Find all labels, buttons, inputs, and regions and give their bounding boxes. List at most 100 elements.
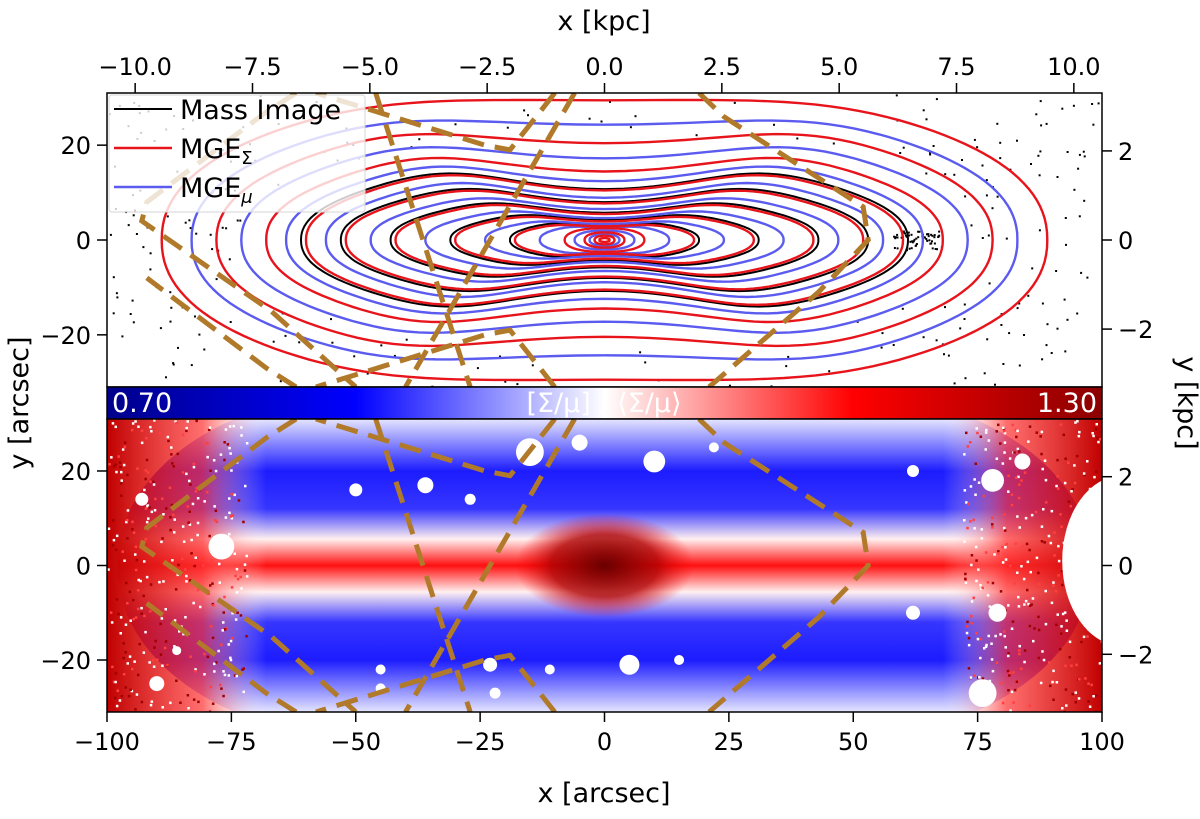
noise-speck: [215, 278, 218, 281]
heatmap-speck: [142, 651, 146, 654]
noise-speck: [986, 338, 989, 341]
heatmap-speck: [203, 673, 206, 676]
heatmap-speck: [179, 701, 182, 704]
heatmap-speck: [1039, 435, 1042, 438]
heatmap-speck: [969, 441, 972, 444]
heatmap-speck: [186, 694, 190, 697]
noise-speck: [189, 227, 192, 230]
heatmap-speck: [1014, 428, 1018, 432]
heatmap-speck: [222, 670, 225, 673]
heatmap-speck: [119, 494, 123, 497]
noise-speck: [1002, 363, 1005, 365]
noise-speck: [1050, 352, 1053, 354]
heatmap-speck: [1023, 603, 1026, 606]
noise-speck: [1064, 217, 1067, 219]
heatmap-speck: [218, 562, 221, 566]
heatmap-speck: [128, 655, 132, 658]
heatmap-speck: [987, 634, 990, 638]
heatmap-speck: [970, 615, 973, 618]
heatmap-speck: [982, 494, 986, 498]
heatmap-speck: [1016, 429, 1019, 433]
heatmap-speck: [1059, 647, 1062, 651]
dashed-region-segment: [697, 419, 871, 712]
heatmap-speck: [148, 506, 151, 509]
heatmap-speck: [167, 439, 170, 443]
heatmap-speck: [148, 661, 151, 664]
noise-speck: [917, 230, 920, 233]
noise-speck: [1076, 312, 1079, 315]
heatmap-speck: [976, 431, 979, 435]
heatmap-speck: [1082, 635, 1086, 639]
noise-speck: [1078, 153, 1081, 156]
masked-star: [906, 605, 920, 620]
heatmap-speck: [163, 646, 167, 650]
heatmap-speck: [1018, 649, 1021, 652]
heatmap-speck: [153, 509, 157, 512]
x-bottom-tick-label: −50: [330, 728, 381, 756]
noise-speck: [380, 344, 383, 347]
masked-star: [544, 664, 555, 675]
colorbar-min-label: 0.70: [112, 388, 172, 419]
heatmap-speck: [230, 636, 234, 640]
heatmap-speck: [1052, 581, 1055, 584]
heatmap-speck: [994, 634, 997, 638]
noise-speck: [239, 219, 242, 222]
heatmap-speck: [150, 510, 154, 514]
noise-speck: [988, 282, 991, 285]
heatmap-speck: [170, 453, 173, 456]
noise-speck: [953, 382, 956, 385]
heatmap-speck: [1015, 435, 1018, 439]
heatmap-speck: [126, 602, 129, 605]
heatmap-speck: [1053, 554, 1056, 557]
heatmap-speck: [1003, 429, 1006, 433]
heatmap-speck: [136, 467, 139, 470]
heatmap-speck: [979, 435, 983, 438]
noise-speck: [1037, 154, 1040, 157]
heatmap-speck: [176, 452, 179, 456]
heatmap-speck: [972, 674, 976, 677]
heatmap-speck: [1049, 541, 1053, 545]
noise-speck: [931, 240, 933, 243]
heatmap-speck: [152, 665, 156, 668]
heatmap-speck: [1008, 671, 1012, 675]
masked-star: [643, 450, 666, 473]
heatmap-speck: [185, 472, 188, 476]
x-bottom-tick-label: 75: [962, 728, 993, 756]
heatmap-speck: [237, 499, 241, 502]
heatmap-speck: [1012, 671, 1015, 674]
heatmap-speck: [230, 517, 234, 520]
heatmap-speck: [206, 490, 209, 494]
heatmap-speck: [1022, 577, 1026, 581]
heatmap-speck: [245, 575, 249, 578]
heatmap-speck: [170, 503, 174, 507]
heatmap-speck: [165, 507, 168, 510]
noise-speck: [912, 240, 915, 243]
heatmap-speck: [112, 680, 116, 684]
heatmap-speck: [1065, 704, 1068, 707]
noise-speck: [964, 195, 967, 198]
heatmap-speck: [175, 679, 178, 682]
noise-speck: [229, 321, 232, 323]
noise-speck: [944, 173, 947, 176]
noise-speck: [115, 292, 118, 295]
noise-speck: [937, 236, 940, 238]
heatmap-speck: [134, 553, 137, 556]
heatmap-speck: [974, 462, 977, 465]
heatmap-speck: [1034, 510, 1038, 514]
heatmap-speck: [134, 420, 137, 423]
heatmap-speck: [223, 628, 227, 631]
heatmap-speck: [243, 569, 247, 572]
heatmap-speck: [1009, 564, 1012, 568]
heatmap-speck: [235, 567, 239, 571]
heatmap-speck: [175, 421, 178, 425]
heatmap-speck: [970, 563, 973, 567]
heatmap-speck: [173, 619, 177, 622]
heatmap-speck: [242, 667, 245, 670]
heatmap-speck: [144, 538, 147, 541]
noise-speck: [198, 333, 201, 336]
x-bottom-tick-label: 25: [714, 728, 745, 756]
noise-speck: [695, 134, 698, 137]
heatmap-speck: [1064, 688, 1068, 691]
noise-speck: [129, 313, 132, 315]
heatmap-speck: [173, 518, 176, 521]
